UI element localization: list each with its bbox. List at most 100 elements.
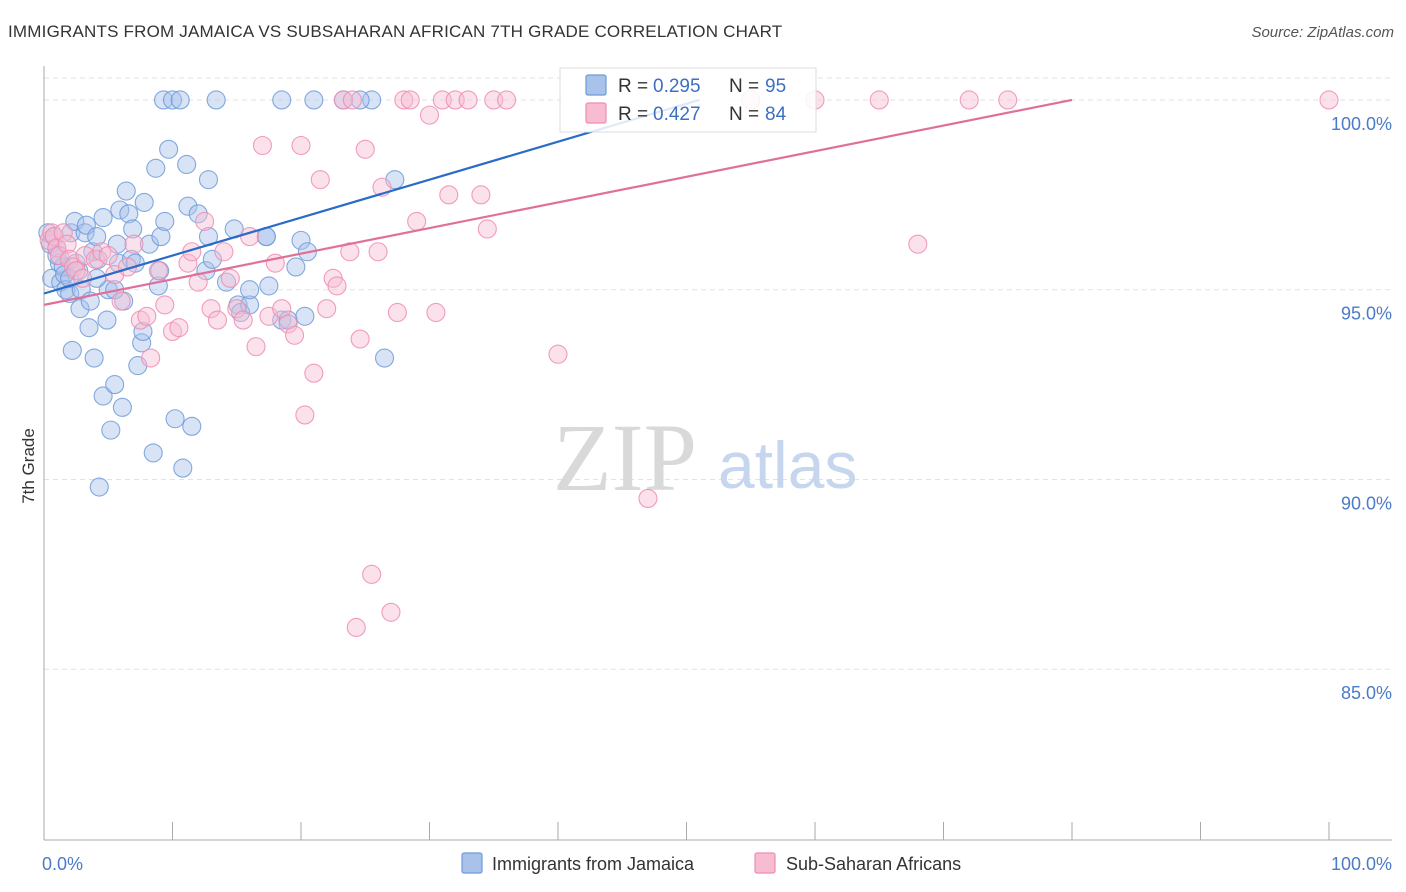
data-point xyxy=(1319,90,1339,110)
data-point xyxy=(143,443,163,463)
data-point xyxy=(327,276,347,296)
chart-title: IMMIGRANTS FROM JAMAICA VS SUBSAHARAN AF… xyxy=(8,22,783,41)
data-point xyxy=(207,310,228,330)
data-point xyxy=(198,170,219,190)
data-point xyxy=(346,617,366,638)
data-point xyxy=(286,257,306,277)
x-tick-labels: 0.0% 100.0% xyxy=(42,854,1392,874)
stats-r-label-pink: R = xyxy=(618,104,648,125)
legend-label-subsaharan: Sub-Saharan Africans xyxy=(786,854,961,874)
data-point xyxy=(426,302,446,323)
data-point xyxy=(155,211,175,231)
data-point xyxy=(173,458,193,478)
data-point xyxy=(304,90,324,110)
data-point xyxy=(49,253,69,273)
data-point xyxy=(959,90,979,110)
data-point xyxy=(216,272,237,292)
watermark-zip: ZIP xyxy=(553,404,697,511)
stats-r-label-blue: R = xyxy=(618,76,648,97)
data-point xyxy=(53,223,73,243)
data-point xyxy=(368,242,388,262)
data-point xyxy=(133,321,153,342)
data-point xyxy=(139,234,159,254)
data-point xyxy=(119,204,139,224)
data-point xyxy=(49,246,69,266)
data-point xyxy=(98,246,118,266)
data-point xyxy=(124,234,144,254)
data-point xyxy=(101,420,121,440)
data-point xyxy=(355,139,375,159)
data-point xyxy=(291,135,311,156)
data-point xyxy=(195,211,215,231)
legend-label-jamaica: Immigrants from Jamaica xyxy=(492,854,695,874)
data-point xyxy=(291,230,311,250)
data-point xyxy=(182,416,202,436)
data-point xyxy=(439,185,459,205)
grid-lines xyxy=(44,77,1392,670)
data-point xyxy=(259,276,279,296)
data-point xyxy=(214,242,234,262)
data-point xyxy=(89,477,109,497)
data-point xyxy=(165,409,185,429)
stats-swatch-blue xyxy=(585,74,607,96)
data-point xyxy=(350,329,370,349)
data-point xyxy=(66,261,86,281)
data-point xyxy=(148,261,168,281)
data-point xyxy=(79,318,99,338)
data-point xyxy=(272,90,292,110)
data-point xyxy=(202,249,222,269)
data-point xyxy=(177,154,197,175)
y-tick-label: 95.0% xyxy=(1341,304,1392,324)
data-point xyxy=(141,348,161,368)
data-point xyxy=(105,375,125,395)
data-point xyxy=(97,310,117,330)
data-point xyxy=(93,386,113,406)
x-tick-label-max: 100.0% xyxy=(1331,854,1392,874)
data-point xyxy=(240,280,260,300)
data-point xyxy=(201,299,221,319)
data-point xyxy=(295,405,315,425)
data-point xyxy=(170,90,190,110)
stats-n-value-blue: 95 xyxy=(765,76,786,97)
data-point xyxy=(278,314,298,334)
data-point xyxy=(188,204,208,224)
data-point xyxy=(295,306,315,326)
data-point xyxy=(362,564,382,584)
data-point xyxy=(477,219,497,239)
stats-n-label-blue: N = xyxy=(729,76,759,97)
data-point xyxy=(75,223,95,243)
data-point xyxy=(374,348,395,368)
data-point xyxy=(381,602,401,622)
trend-line xyxy=(43,98,1073,306)
data-point xyxy=(57,234,77,254)
y-tick-labels: 85.0% 90.0% 95.0% 100.0% xyxy=(1331,114,1392,703)
data-point xyxy=(394,90,414,110)
data-point xyxy=(400,90,420,110)
data-point xyxy=(123,219,143,239)
data-point xyxy=(233,310,253,330)
data-point xyxy=(548,344,568,364)
y-tick-label: 90.0% xyxy=(1341,493,1392,513)
y-tick-label: 85.0% xyxy=(1341,683,1392,703)
stats-r-value-pink: 0.427 xyxy=(653,104,701,125)
y-axis-label: 7th Grade xyxy=(19,428,38,504)
x-tick-label-min: 0.0% xyxy=(42,854,83,874)
watermark-atlas: atlas xyxy=(718,428,857,502)
data-point xyxy=(112,397,132,417)
data-point xyxy=(285,325,305,345)
data-point xyxy=(178,196,198,216)
data-point xyxy=(155,295,175,315)
stats-box: R = 0.295 N = 95 R = 0.427 N = 84 xyxy=(559,67,817,133)
stats-r-value-blue: 0.295 xyxy=(653,76,701,97)
data-point xyxy=(246,337,266,357)
data-point xyxy=(159,139,179,159)
data-point xyxy=(206,90,226,110)
data-point xyxy=(146,158,166,178)
data-point xyxy=(137,306,157,326)
data-point xyxy=(162,90,183,110)
trend-lines xyxy=(43,98,1073,306)
series-subsaharan-points xyxy=(39,90,1339,638)
data-point xyxy=(227,299,247,319)
data-point xyxy=(350,90,370,110)
